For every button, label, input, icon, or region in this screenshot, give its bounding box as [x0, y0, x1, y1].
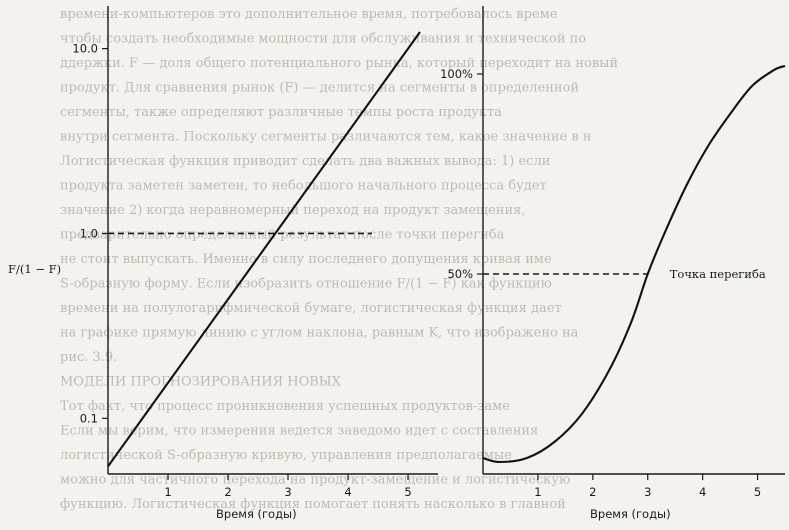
- background-text-line: S-образную форму. Если изобразить отноше…: [60, 277, 552, 292]
- background-text-line: времени-компьютеров это дополнительное в…: [60, 7, 558, 22]
- left-series-line: [107, 31, 421, 467]
- left-y-side-label: F/(1 − F): [8, 262, 61, 276]
- right-x-tick-label: 1: [534, 485, 541, 499]
- right-y-ticks: 50% 100%: [440, 67, 483, 281]
- right-x-axis-label: Время (годы): [590, 507, 671, 521]
- right-x-tick-label: 5: [754, 485, 761, 499]
- left-y-ticks: 0.1 1.0 10.0: [72, 42, 108, 425]
- background-text-line: Логистическая функция приводит сделать д…: [60, 154, 550, 169]
- background-text-line: рис. 3.9.: [60, 350, 117, 365]
- left-x-tick-label: 4: [344, 485, 351, 499]
- right-x-ticks: 1 2 3 4 5: [534, 474, 761, 499]
- left-y-tick-label: 10.0: [72, 42, 98, 56]
- background-text-line: сегменты, также определяют различные тем…: [60, 105, 502, 120]
- left-y-tick-label: 1.0: [80, 226, 98, 240]
- left-y-tick-label: 0.1: [80, 411, 98, 425]
- background-page-text: времени-компьютеров это дополнительное в…: [60, 7, 618, 512]
- right-x-tick-label: 3: [644, 485, 651, 499]
- background-text-line: логистической S-образную кривую, управле…: [60, 448, 512, 463]
- background-text-line: на графике прямую линию с углом наклона,…: [60, 326, 579, 341]
- right-y-tick-label: 100%: [440, 67, 473, 81]
- background-text-line: Если мы верим, что измерения ведется зав…: [60, 424, 538, 439]
- background-text-line: внутри сегмента. Поскольку сегменты разл…: [60, 130, 592, 145]
- left-panel-log-chart: 0.1 1.0 10.0 1 2 3 4 5 F/(1 − F) Время (годы): [8, 6, 438, 521]
- background-text-line: ддержки. F — доля общего потенциального …: [60, 56, 618, 71]
- background-text-line: продукта заметен заметен, то небольшого …: [60, 179, 547, 194]
- left-x-tick-label: 3: [284, 485, 291, 499]
- left-x-axis-label: Время (годы): [216, 507, 297, 521]
- left-x-tick-label: 1: [164, 485, 171, 499]
- left-x-tick-label: 2: [224, 485, 231, 499]
- background-text-line: продукт. Для сравнения рынок (F) — делит…: [60, 81, 579, 96]
- right-x-tick-label: 2: [589, 485, 596, 499]
- inflection-point-annotation: Точка перегиба: [670, 267, 766, 281]
- background-text-line: времени на полулогарифмической бумаге, л…: [60, 301, 562, 316]
- background-text-line: МОДЕЛИ ПРОГНОЗИРОВАНИЯ НОВЫХ: [60, 375, 342, 390]
- right-panel-s-curve: 50% 100% 1 2 3 4 5 Точка перегиба Время (годы…: [440, 6, 786, 521]
- left-x-tick-label: 5: [404, 485, 411, 499]
- background-text-line: можно для частичного перехода на продукт…: [60, 473, 570, 488]
- left-x-ticks: 1 2 3 4 5: [164, 474, 412, 499]
- right-x-tick-label: 4: [699, 485, 706, 499]
- right-y-tick-label: 50%: [447, 267, 473, 281]
- right-series-curve: [482, 64, 786, 464]
- background-text-line: Тот факт, что процесс проникновения успе…: [60, 399, 510, 414]
- background-text-line: предварительно определенный результат по…: [60, 228, 505, 243]
- background-text-line: не стоит выпускать. Именно в силу послед…: [60, 252, 552, 267]
- background-text-line: чтобы создать необходимые мощности для о…: [60, 32, 586, 47]
- background-text-line: функцию. Логистическая функция помогает …: [60, 497, 566, 512]
